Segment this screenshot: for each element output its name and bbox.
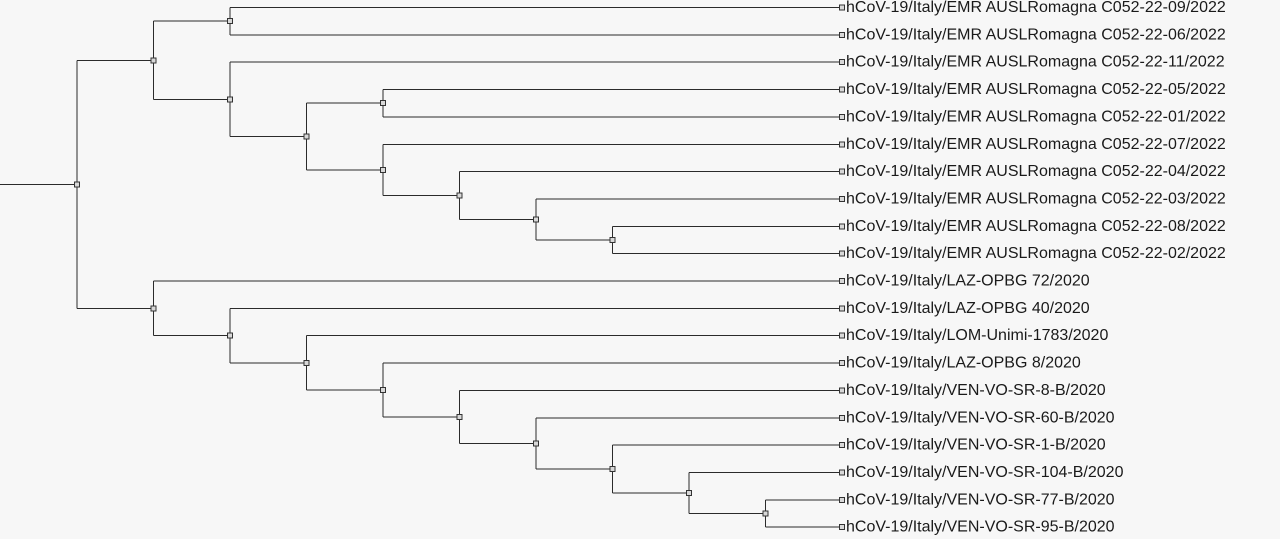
internal-node-marker <box>533 440 539 447</box>
tree-leaf-labels: hCoV-19/Italy/EMR AUSLRomagna C052-22-09… <box>846 0 1226 536</box>
internal-node-marker <box>456 413 463 420</box>
leaf-label: hCoV-19/Italy/EMR AUSLRomagna C052-22-03… <box>846 190 1226 207</box>
leaf-label: hCoV-19/Italy/LAZ-OPBG 8/2020 <box>846 355 1081 372</box>
leaf-node-marker <box>839 305 845 312</box>
internal-node-marker <box>609 236 616 243</box>
leaf-node-marker <box>839 31 845 38</box>
leaf-node-marker <box>839 360 845 367</box>
internal-node-marker <box>686 489 692 496</box>
leaf-label: hCoV-19/Italy/VEN-VO-SR-60-B/2020 <box>846 409 1115 426</box>
leaf-label: hCoV-19/Italy/VEN-VO-SR-1-B/2020 <box>846 437 1106 454</box>
leaf-label: hCoV-19/Italy/EMR AUSLRomagna C052-22-02… <box>846 245 1226 262</box>
leaf-label: hCoV-19/Italy/VEN-VO-SR-8-B/2020 <box>846 382 1106 399</box>
internal-node-marker <box>380 166 386 173</box>
internal-node-marker <box>609 466 616 473</box>
tree-branches <box>0 7 842 528</box>
leaf-label: hCoV-19/Italy/LAZ-OPBG 72/2020 <box>846 273 1090 290</box>
leaf-node-marker <box>839 250 845 257</box>
leaf-node-marker <box>839 141 845 148</box>
internal-node-marker <box>762 510 769 517</box>
leaf-label: hCoV-19/Italy/EMR AUSLRomagna C052-22-07… <box>846 136 1226 153</box>
leaf-label: hCoV-19/Italy/EMR AUSLRomagna C052-22-05… <box>846 81 1226 98</box>
leaf-label: hCoV-19/Italy/EMR AUSLRomagna C052-22-08… <box>846 218 1226 235</box>
leaf-label: hCoV-19/Italy/LAZ-OPBG 40/2020 <box>846 300 1090 317</box>
internal-node-marker <box>150 305 157 312</box>
leaf-label: hCoV-19/Italy/EMR AUSLRomagna C052-22-06… <box>846 26 1226 43</box>
internal-node-marker <box>227 96 233 103</box>
internal-node-marker <box>380 386 386 393</box>
leaf-label: hCoV-19/Italy/VEN-VO-SR-77-B/2020 <box>846 491 1115 508</box>
leaf-node-marker <box>839 414 845 421</box>
leaf-node-marker <box>839 332 845 339</box>
leaf-node-marker <box>839 469 845 476</box>
internal-node-marker <box>303 133 310 140</box>
leaf-label: hCoV-19/Italy/EMR AUSLRomagna C052-22-09… <box>846 0 1226 16</box>
leaf-node-marker <box>839 195 845 202</box>
leaf-node-marker <box>839 59 845 66</box>
root-node-marker <box>74 181 80 188</box>
internal-node-marker <box>227 332 233 339</box>
internal-node-marker <box>533 216 539 223</box>
leaf-node-marker <box>839 86 845 93</box>
leaf-node-marker <box>839 496 845 503</box>
leaf-node-marker <box>839 442 845 449</box>
leaf-node-marker <box>839 524 845 531</box>
leaf-node-marker <box>839 223 845 230</box>
internal-node-marker <box>380 100 386 107</box>
leaf-label: hCoV-19/Italy/VEN-VO-SR-104-B/2020 <box>846 464 1124 481</box>
leaf-label: hCoV-19/Italy/EMR AUSLRomagna C052-22-11… <box>846 54 1225 71</box>
leaf-node-marker <box>839 113 845 120</box>
internal-node-marker <box>227 18 233 25</box>
leaf-node-marker <box>839 278 845 284</box>
leaf-node-marker <box>839 387 845 394</box>
leaf-label: hCoV-19/Italy/LOM-Unimi-1783/2020 <box>846 327 1108 344</box>
internal-node-marker <box>150 57 157 64</box>
leaf-node-marker <box>839 168 845 175</box>
tree-nodes <box>74 4 845 531</box>
leaf-node-marker <box>839 4 845 11</box>
internal-node-marker <box>303 359 310 366</box>
leaf-label: hCoV-19/Italy/EMR AUSLRomagna C052-22-04… <box>846 163 1226 180</box>
leaf-label: hCoV-19/Italy/VEN-VO-SR-95-B/2020 <box>846 519 1115 536</box>
leaf-label: hCoV-19/Italy/EMR AUSLRomagna C052-22-01… <box>846 108 1226 125</box>
internal-node-marker <box>456 192 463 199</box>
